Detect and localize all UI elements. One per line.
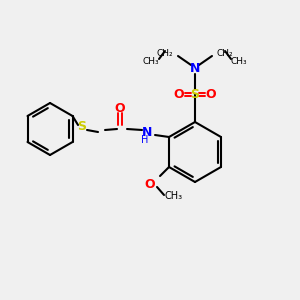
Text: N: N bbox=[142, 125, 152, 139]
Text: CH₃: CH₃ bbox=[231, 56, 247, 65]
Text: O: O bbox=[145, 178, 155, 190]
Text: CH₃: CH₃ bbox=[143, 56, 159, 65]
Text: O: O bbox=[206, 88, 216, 100]
Text: CH₂: CH₂ bbox=[217, 49, 233, 58]
Text: H: H bbox=[141, 135, 149, 145]
Text: S: S bbox=[190, 88, 200, 100]
Text: O: O bbox=[115, 103, 125, 116]
Text: CH₂: CH₂ bbox=[157, 49, 173, 58]
Text: N: N bbox=[190, 62, 200, 76]
Text: O: O bbox=[174, 88, 184, 100]
Text: CH₃: CH₃ bbox=[164, 191, 182, 201]
Text: S: S bbox=[77, 121, 86, 134]
